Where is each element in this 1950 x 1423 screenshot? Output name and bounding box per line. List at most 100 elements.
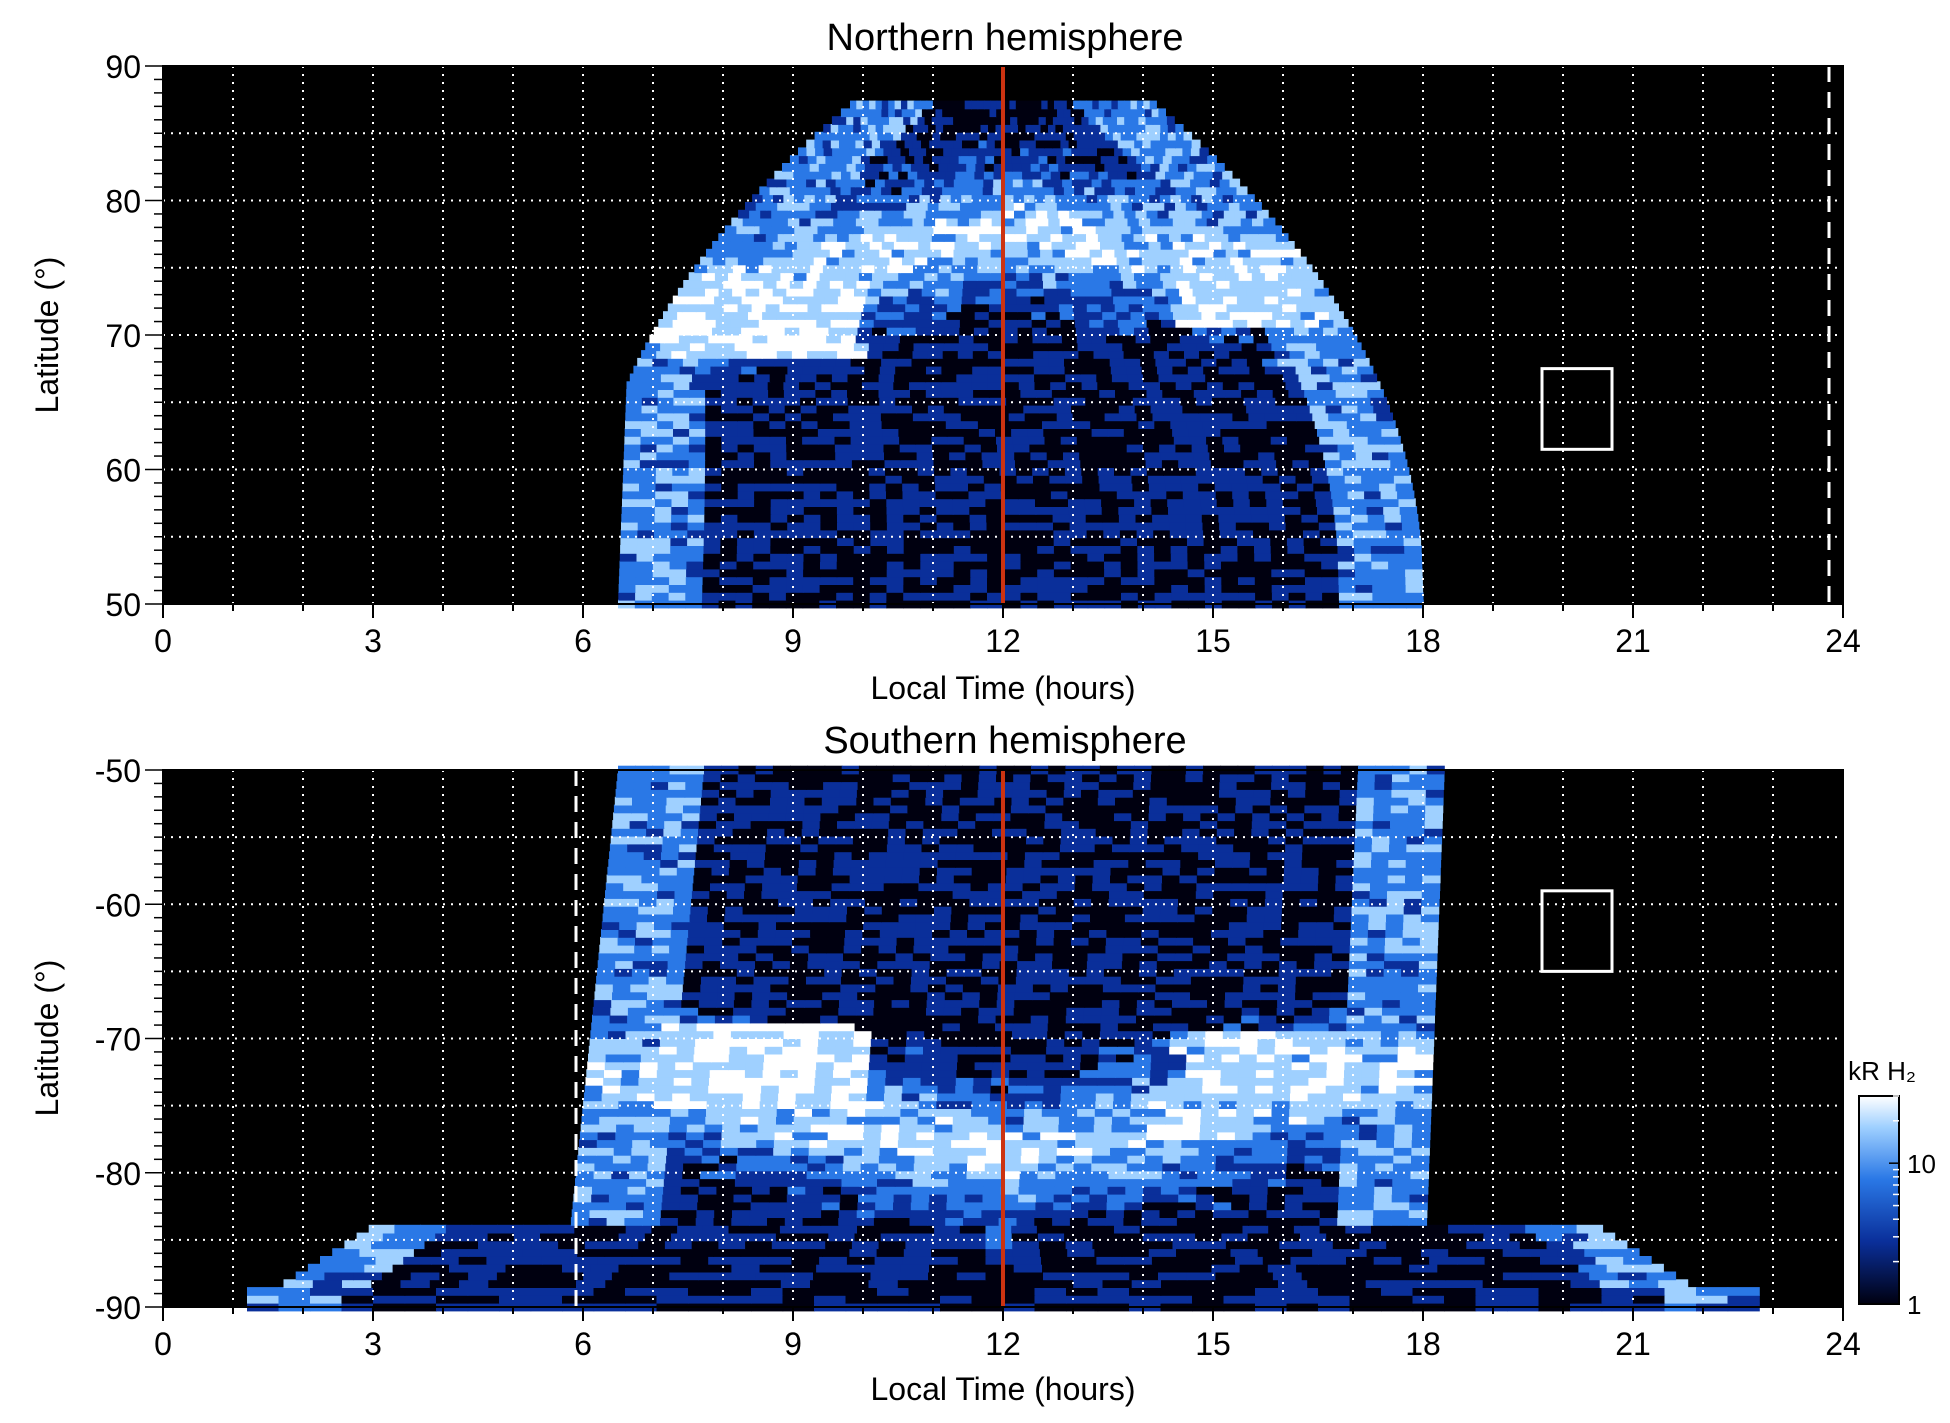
emission-cell [1211,1263,1241,1273]
emission-cell [753,443,771,453]
emission-cell [1374,1178,1394,1187]
emission-cell [1252,1240,1281,1250]
emission-cell [951,1139,970,1148]
emission-cell [737,428,755,437]
emission-cell [641,420,658,429]
emission-cell [1599,1279,1630,1288]
emission-cell [1028,435,1046,445]
emission-cell [672,1084,692,1094]
emission-cell [1063,108,1072,118]
emission-cell [902,319,918,328]
emission-cell [670,521,689,531]
emission-cell [771,209,783,219]
emission-cell [1221,560,1239,570]
emission-cell [695,1217,715,1226]
emission-cell [754,459,772,468]
emission-cell [1412,1108,1432,1117]
emission-cell [766,202,779,211]
emission-cell [763,256,777,266]
emission-cell [1061,326,1077,336]
emission-cell [841,202,854,211]
emission-cell [962,139,971,149]
emission-cell [720,545,738,554]
emission-cell [695,1038,714,1047]
emission-cell [1138,287,1153,297]
emission-cell [1206,326,1223,336]
emission-cell [1194,459,1212,468]
emission-cell [1192,287,1207,297]
emission-cell [1155,186,1167,196]
emission-cell [1154,576,1172,585]
emission-cell [1003,178,1014,188]
emission-cell [903,513,921,523]
emission-cell [654,1092,673,1102]
emission-cell [1319,1217,1338,1226]
emission-cell [420,1263,450,1273]
emission-cell [878,1154,898,1164]
emission-cell [1326,1069,1345,1078]
emission-cell [1162,155,1173,164]
emission-cell [1244,350,1261,359]
emission-cell [1387,1271,1418,1281]
emission-cell [1221,576,1239,585]
emission-cell [1244,1271,1274,1281]
emission-cell [1100,1271,1130,1281]
emission-cell [844,1139,864,1148]
emission-cell [611,1170,630,1180]
emission-cell [1237,552,1255,562]
emission-cell [1373,404,1390,414]
emission-cell [803,552,821,562]
emission-cell [1356,1185,1375,1195]
emission-cell [958,1045,977,1055]
emission-cell [1053,1193,1073,1203]
emission-cell [1144,381,1161,390]
emission-cell [986,529,1005,539]
emission-cell [679,365,696,375]
emission-cell [1076,435,1094,445]
emission-cell [1124,357,1141,367]
emission-cell [959,319,976,328]
emission-cell [877,131,886,141]
emission-cell [1128,194,1140,203]
emission-cell [903,576,921,585]
emission-cell [1079,1069,1099,1078]
emission-cell [897,350,914,359]
emission-cell [850,170,861,180]
emission-cell [356,1232,384,1242]
emission-cell [1312,334,1328,344]
emission-cell [805,1185,824,1195]
emission-cell [1409,1185,1429,1195]
emission-cell [1209,295,1224,305]
emission-cell [918,241,932,250]
emission-cell [915,108,923,118]
emission-cell [845,241,859,250]
emission-cell [1153,350,1170,359]
emission-cell [870,568,888,578]
emission-cell [770,529,788,539]
emission-cell [971,373,989,383]
emission-cell [825,233,838,242]
emission-cell [673,420,690,429]
emission-cell [661,1022,680,1032]
emission-cell [1388,560,1406,570]
emission-cell [1234,1139,1253,1148]
emission-cell [1025,209,1037,219]
emission-cell [803,1209,822,1218]
emission-cell [1017,334,1034,344]
emission-cell [989,108,998,118]
emission-cell [1003,326,1019,336]
emission-cell [1247,1232,1275,1242]
emission-cell [1404,1232,1432,1242]
emission-cell [845,319,861,328]
emission-cell [1171,568,1189,578]
emission-cell [1111,451,1129,461]
emission-cell [1502,1271,1533,1281]
emission-cell [956,1069,975,1078]
emission-cell [822,139,832,149]
emission-cell [1380,1030,1400,1039]
emission-cell [1233,498,1251,507]
emission-cell [1097,147,1107,157]
emission-cell [835,459,853,468]
emission-cell [1283,506,1302,515]
emission-cell [713,1248,742,1257]
